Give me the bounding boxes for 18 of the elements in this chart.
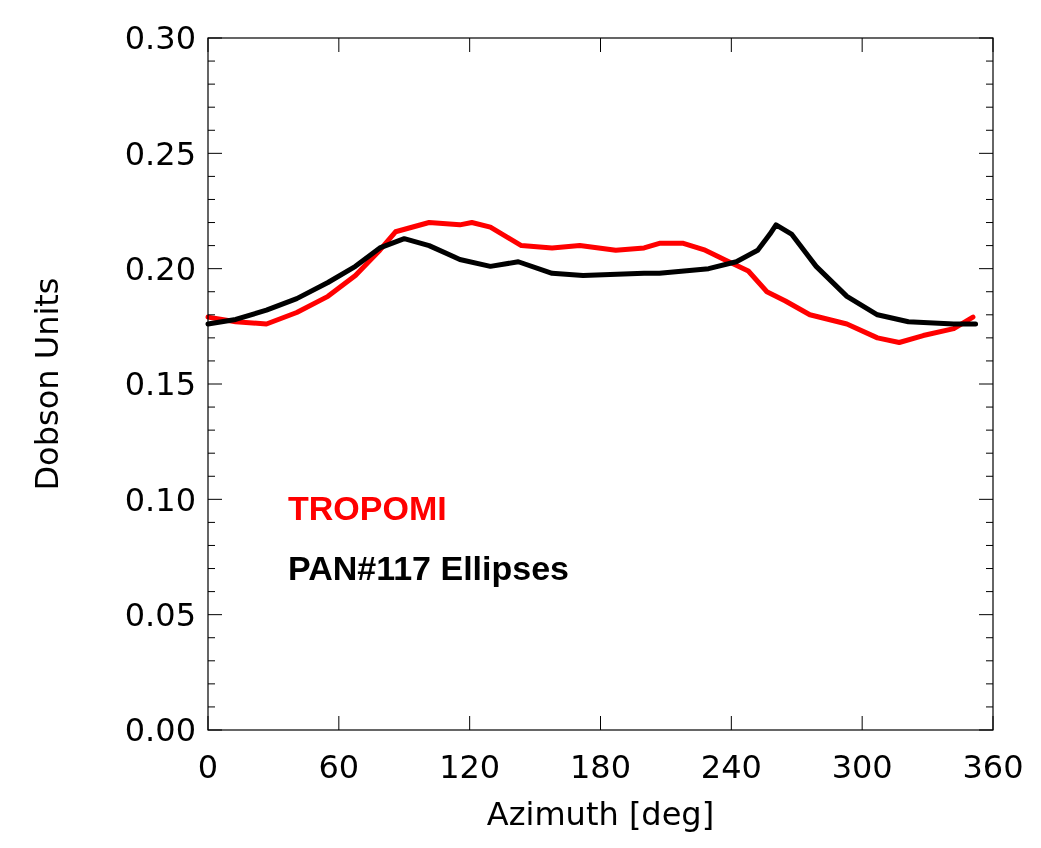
y-tick-label: 0.30 [124,19,196,58]
y-tick-label: 0.15 [124,365,196,404]
x-tick-label: 0 [197,748,219,786]
x-tick-label: 240 [700,748,762,786]
x-tick-label: 120 [439,748,501,786]
y-tick-label: 0.20 [124,249,196,288]
x-tick-label: 360 [962,748,1024,786]
x-axis-title: Azimuth [deg] [486,795,715,833]
y-tick-label: 0.10 [124,480,196,519]
y-tick-label: 0.00 [124,711,196,750]
x-tick-label: 60 [318,748,360,786]
text: PAN#117 Ellipses [288,549,569,587]
x-tick-label: 300 [831,748,893,786]
y-tick-label: 0.25 [124,134,196,173]
y-tick-label: 0.05 [124,595,196,634]
x-tick-label: 180 [569,748,632,786]
text: TROPOMI [288,489,447,527]
y-axis-title: Dobson Units [28,277,66,491]
